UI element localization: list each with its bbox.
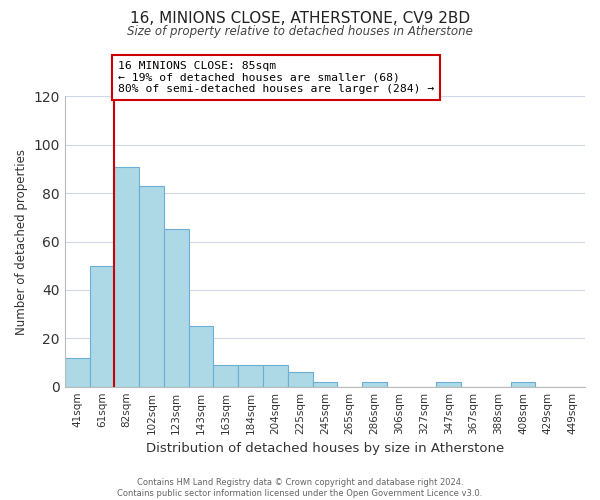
Bar <box>511 382 535 386</box>
Text: 16, MINIONS CLOSE, ATHERSTONE, CV9 2BD: 16, MINIONS CLOSE, ATHERSTONE, CV9 2BD <box>130 11 470 26</box>
Text: Size of property relative to detached houses in Atherstone: Size of property relative to detached ho… <box>127 25 473 38</box>
Text: Contains HM Land Registry data © Crown copyright and database right 2024.
Contai: Contains HM Land Registry data © Crown c… <box>118 478 482 498</box>
Bar <box>313 382 337 386</box>
Bar <box>164 230 188 386</box>
Bar <box>263 365 288 386</box>
Y-axis label: Number of detached properties: Number of detached properties <box>15 148 28 334</box>
Bar <box>139 186 164 386</box>
Bar <box>288 372 313 386</box>
Bar <box>238 365 263 386</box>
Bar <box>115 166 139 386</box>
Bar <box>436 382 461 386</box>
Bar <box>188 326 214 386</box>
X-axis label: Distribution of detached houses by size in Atherstone: Distribution of detached houses by size … <box>146 442 504 455</box>
Text: 16 MINIONS CLOSE: 85sqm
← 19% of detached houses are smaller (68)
80% of semi-de: 16 MINIONS CLOSE: 85sqm ← 19% of detache… <box>118 61 434 94</box>
Bar <box>89 266 115 386</box>
Bar <box>65 358 89 386</box>
Bar <box>362 382 387 386</box>
Bar <box>214 365 238 386</box>
